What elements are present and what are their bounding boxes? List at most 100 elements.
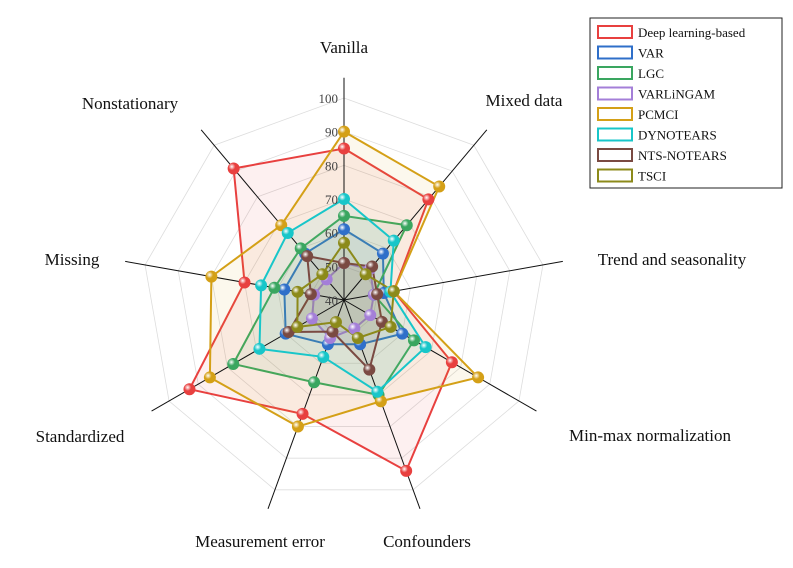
data-point xyxy=(371,288,384,301)
axis-label: Nonstationary xyxy=(82,94,179,113)
grid-line xyxy=(144,97,544,491)
legend-label: LGC xyxy=(638,66,664,81)
data-point xyxy=(384,320,397,333)
points xyxy=(183,125,485,477)
data-point xyxy=(282,325,295,338)
axis-label: Vanilla xyxy=(320,38,369,57)
r-tick-label: 70 xyxy=(325,192,338,207)
grid-line xyxy=(210,164,478,427)
series-area xyxy=(231,214,416,397)
axis-line xyxy=(343,299,537,412)
r-tick-label: 100 xyxy=(319,91,339,106)
data-point xyxy=(364,309,377,322)
data-point xyxy=(281,226,294,239)
legend: Deep learning-based VAR LGC VARLiNGAM PCMCI D… xyxy=(589,17,783,189)
data-point xyxy=(304,288,317,301)
series-area xyxy=(187,147,454,473)
labels: Vanilla Mixed data Trend and seasonality Mi… xyxy=(36,38,747,551)
axis-label: Trend and seasonality xyxy=(598,250,747,269)
data-point xyxy=(329,316,342,329)
data-point xyxy=(396,327,409,340)
data-point xyxy=(278,283,291,296)
axis-label: Measurement error xyxy=(195,532,325,551)
legend-label: VAR xyxy=(638,46,664,61)
grid xyxy=(144,97,544,491)
legend-label: DYNOTEARS xyxy=(638,128,717,143)
legend-swatch xyxy=(597,86,633,101)
grid-line xyxy=(277,232,411,364)
data-point xyxy=(338,142,350,155)
legend-swatch xyxy=(597,66,633,80)
data-point xyxy=(308,376,321,389)
legend-swatch xyxy=(597,148,633,162)
data-point xyxy=(387,285,400,298)
ticks: 40 50 60 70 80 90 100 xyxy=(319,91,339,308)
axis-label: Missing xyxy=(45,250,100,269)
data-point xyxy=(238,276,251,289)
data-point xyxy=(317,350,330,363)
data-point xyxy=(338,236,350,249)
data-point xyxy=(301,250,314,263)
data-point xyxy=(375,315,388,328)
data-point xyxy=(268,281,281,294)
data-point xyxy=(363,363,376,376)
data-point xyxy=(338,209,350,222)
legend-swatch xyxy=(597,45,633,60)
data-point xyxy=(351,331,364,344)
data-point xyxy=(227,162,240,175)
legend-label: PCMCI xyxy=(638,107,678,122)
data-point xyxy=(183,383,196,396)
data-point xyxy=(400,464,413,477)
legend-swatch xyxy=(597,107,633,121)
data-point xyxy=(371,385,384,398)
data-point xyxy=(291,420,304,433)
data-point xyxy=(419,341,432,354)
data-point xyxy=(326,325,339,338)
data-point xyxy=(338,256,350,269)
data-point xyxy=(348,322,361,335)
data-point xyxy=(472,371,485,384)
data-point xyxy=(359,268,372,281)
legend-swatch xyxy=(597,25,633,39)
data-point xyxy=(227,357,240,370)
legend-swatch xyxy=(597,127,633,142)
data-point xyxy=(205,270,218,283)
axis-label: Standardized xyxy=(36,427,125,446)
data-point xyxy=(253,342,266,355)
grid-line xyxy=(177,131,511,459)
legend-label: TSCI xyxy=(638,169,666,184)
data-point xyxy=(433,180,446,193)
data-point xyxy=(338,193,350,205)
r-tick-label: 90 xyxy=(325,125,338,140)
data-point xyxy=(291,320,304,333)
r-tick-label: 50 xyxy=(325,259,338,274)
data-point xyxy=(203,371,216,384)
data-point xyxy=(400,219,413,232)
legend-label: Deep learning-based xyxy=(638,25,746,40)
data-point xyxy=(387,234,400,247)
data-point xyxy=(305,312,318,325)
axis-label: Mixed data xyxy=(486,91,563,110)
axis-label: Confounders xyxy=(383,532,471,551)
r-tick-label: 40 xyxy=(325,293,338,308)
data-point xyxy=(296,407,309,420)
data-point xyxy=(374,395,387,408)
data-point xyxy=(338,223,350,236)
data-point xyxy=(445,356,458,369)
axes xyxy=(125,77,563,509)
data-point xyxy=(422,193,435,206)
data-point xyxy=(316,268,329,281)
legend-label: NTS-NOTEARS xyxy=(638,148,727,163)
data-point xyxy=(407,334,420,347)
axis-label: Min-max normalization xyxy=(569,426,731,445)
data-point xyxy=(376,247,389,260)
data-point xyxy=(255,279,268,292)
grid-line xyxy=(244,198,444,396)
r-tick-label: 60 xyxy=(325,226,338,241)
legend-label: VARLiNGAM xyxy=(638,87,715,102)
r-tick-label: 80 xyxy=(325,158,338,173)
data-point xyxy=(338,125,350,138)
legend-swatch xyxy=(597,168,633,183)
data-point xyxy=(291,285,304,298)
